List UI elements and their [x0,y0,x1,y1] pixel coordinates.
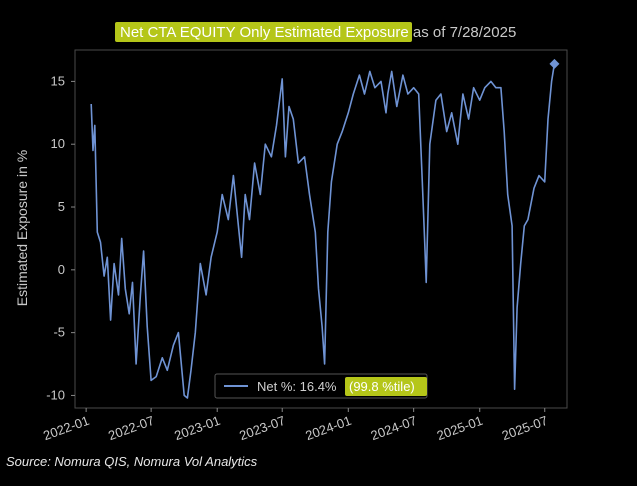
y-tick-label: 10 [51,136,65,151]
series-line [90,63,556,399]
series-net-pct [90,58,560,399]
legend-entry: Net %: 16.4% [257,379,337,394]
y-tick-label: -10 [46,387,65,402]
y-axis-label: Estimated Exposure in % [14,150,30,306]
y-tick-label: 15 [51,73,65,88]
title-highlight [115,22,412,42]
legend-percentile: (99.8 %tile) [349,379,415,394]
y-tick-label: 0 [58,262,65,277]
latest-value-marker [549,58,560,69]
y-axis: -10 -5 0 5 10 15 [46,73,75,402]
y-tick-label: -5 [53,325,65,340]
source-note: Source: Nomura QIS, Nomura Vol Analytics [6,454,258,469]
legend: Net %: 16.4% (99.8 %tile) [214,373,428,399]
legend-highlight-box [345,377,427,396]
chart-title-rest: as of 7/28/2025 [409,24,517,41]
chart-title-highlighted: Net CTA EQUITY Only Estimated Exposure [120,24,409,41]
chart-title: Net CTA EQUITY Only Estimated Exposure a… [120,24,516,41]
plot-area [74,49,568,409]
y-tick-label: 5 [58,199,65,214]
